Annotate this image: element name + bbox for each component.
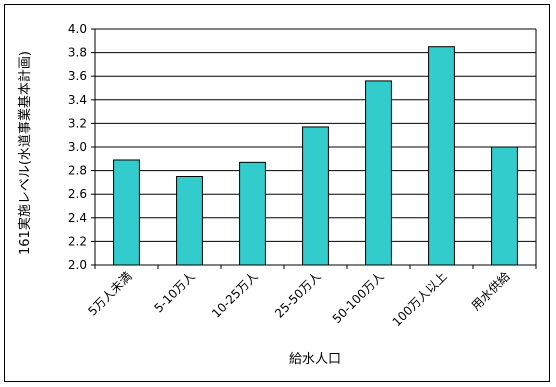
y-axis-label: 161実施レベル(水道事業基本計画) — [17, 51, 33, 255]
y-tick-label: 2.8 — [68, 164, 87, 178]
bar — [428, 46, 455, 266]
y-tick-label: 3.0 — [68, 140, 87, 154]
x-tick-label: 10-25万人 — [209, 269, 261, 321]
y-tick-label: 3.2 — [68, 116, 87, 130]
bar-chart: 2.02.22.42.62.83.03.23.43.63.84.0 5万人未満 5… — [17, 22, 537, 367]
x-tick-labels: 5万人未満 5-10万人 10-25万人 25-50万人 50-100万人 100万人以上… — [85, 269, 512, 329]
x-tick-label: 50-100万人 — [330, 269, 387, 326]
x-tick-label: 5万人未満 — [85, 269, 134, 318]
y-tick-label: 2.2 — [68, 234, 87, 248]
y-tick-label: 4.0 — [68, 22, 87, 36]
y-tick-label: 2.6 — [68, 187, 87, 201]
y-tick-label: 3.6 — [68, 69, 87, 83]
x-axis-label: 給水人口 — [289, 352, 341, 367]
y-tick-label: 3.4 — [68, 93, 87, 107]
bar — [176, 176, 203, 266]
bar — [491, 146, 518, 266]
bar — [302, 126, 329, 266]
x-tick-label: 25-50万人 — [272, 269, 324, 321]
bars — [113, 46, 518, 266]
y-tick-label: 3.8 — [68, 46, 87, 60]
y-tick-labels: 2.0 2.2 2.4 2.6 2.8 3.0 3.2 3.4 3.6 3.8 4.0 — [68, 22, 87, 272]
x-tick-label: 5-10万人 — [151, 269, 197, 315]
bar — [239, 161, 266, 266]
y-tick-label: 2.4 — [68, 211, 87, 225]
y-tick-label: 2.0 — [68, 258, 87, 272]
bar — [113, 159, 140, 266]
chart-frame: 2.0 2.2 2.4 2.6 2.8 3.0 3.2 3.4 3.6 3.8 4.0 5万人未満 5… — [4, 4, 550, 382]
x-tick-label: 用水供給 — [469, 269, 513, 313]
axes — [91, 28, 537, 269]
bar — [365, 80, 392, 266]
x-tick-label: 100万人以上 — [390, 269, 450, 329]
